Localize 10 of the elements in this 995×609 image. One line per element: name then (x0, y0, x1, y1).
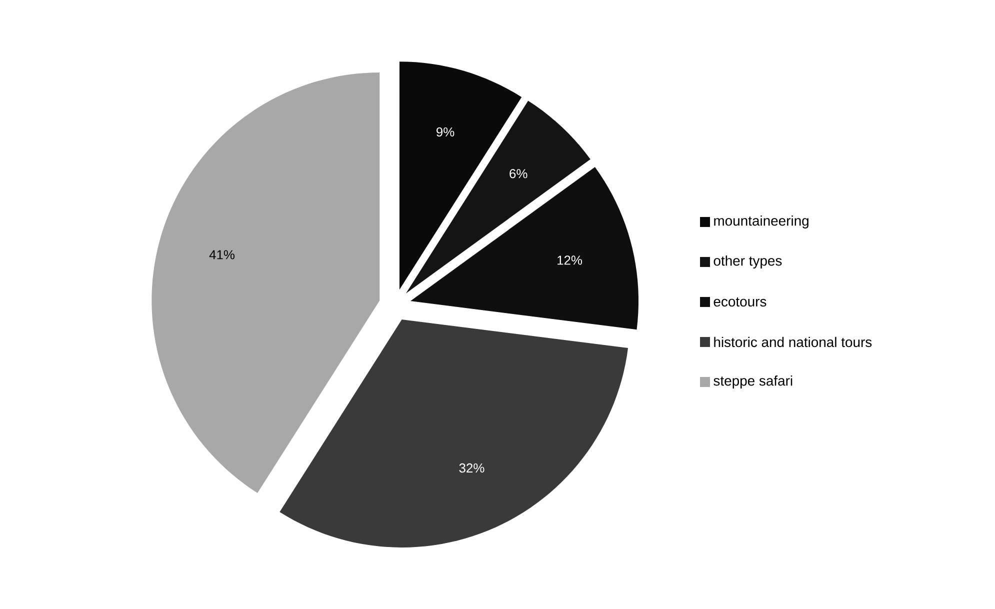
legend-label: mountaineering (714, 215, 808, 228)
data-label: 6% (510, 169, 528, 178)
legend-label: other types (714, 255, 782, 268)
legend-label: steppe safari (714, 375, 792, 388)
data-label: 32% (459, 463, 484, 473)
data-label: 41% (209, 250, 235, 260)
legend-label: historic and national tours (714, 336, 872, 348)
data-label: 12% (558, 256, 582, 265)
legend-label: ecotours (714, 297, 766, 307)
data-label: 9% (436, 127, 454, 137)
